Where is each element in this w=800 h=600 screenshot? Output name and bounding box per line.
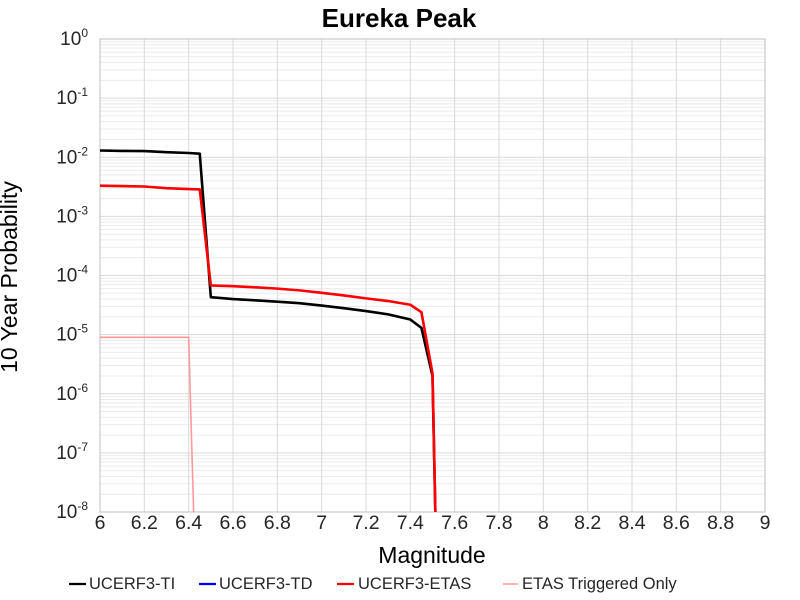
svg-text:6.4: 6.4 — [175, 512, 202, 534]
svg-text:8.2: 8.2 — [574, 512, 601, 534]
svg-text:7.8: 7.8 — [485, 512, 512, 534]
svg-text:Magnitude: Magnitude — [378, 542, 485, 568]
svg-text:6: 6 — [95, 512, 106, 534]
svg-text:Eureka Peak: Eureka Peak — [322, 3, 477, 33]
svg-text:9: 9 — [760, 512, 771, 534]
svg-text:ETAS Triggered Only: ETAS Triggered Only — [522, 575, 677, 593]
svg-text:UCERF3-TD: UCERF3-TD — [219, 575, 313, 593]
svg-text:UCERF3-ETAS: UCERF3-ETAS — [358, 575, 471, 593]
svg-text:8.6: 8.6 — [663, 512, 690, 534]
svg-text:8: 8 — [538, 512, 549, 534]
svg-text:UCERF3-TI: UCERF3-TI — [89, 575, 175, 593]
svg-text:7.2: 7.2 — [352, 512, 379, 534]
svg-text:6.6: 6.6 — [219, 512, 246, 534]
svg-text:7.4: 7.4 — [397, 512, 424, 534]
svg-text:7.6: 7.6 — [441, 512, 468, 534]
svg-text:6.8: 6.8 — [264, 512, 291, 534]
svg-text:7: 7 — [316, 512, 327, 534]
svg-text:6.2: 6.2 — [131, 512, 158, 534]
svg-text:8.4: 8.4 — [618, 512, 645, 534]
svg-text:8.8: 8.8 — [707, 512, 734, 534]
svg-text:10 Year Probability: 10 Year Probability — [0, 181, 22, 373]
